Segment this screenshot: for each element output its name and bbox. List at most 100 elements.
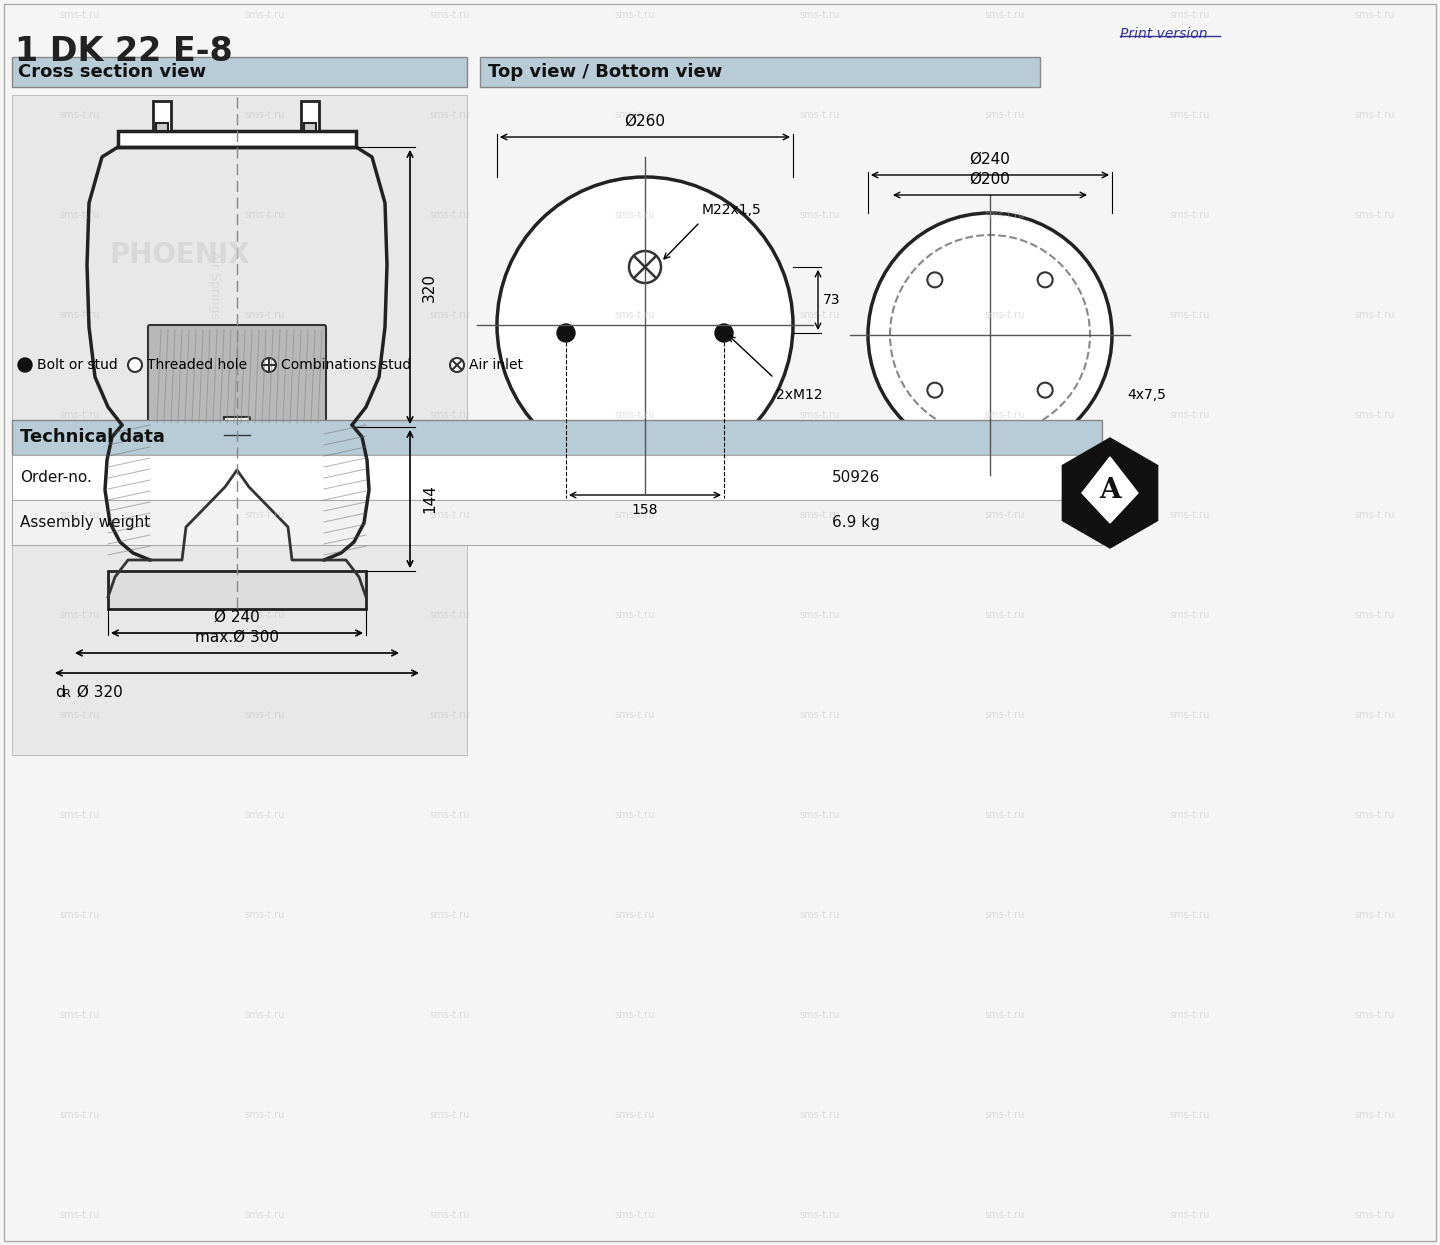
Text: sms-t.ru: sms-t.ru bbox=[429, 210, 471, 220]
Text: sms-t.ru: sms-t.ru bbox=[429, 1010, 471, 1020]
Text: sms-t.ru: sms-t.ru bbox=[429, 110, 471, 120]
Text: sms-t.ru: sms-t.ru bbox=[615, 1210, 655, 1220]
Text: sms-t.ru: sms-t.ru bbox=[799, 610, 840, 620]
Text: sms-t.ru: sms-t.ru bbox=[615, 910, 655, 920]
Text: sms-t.ru: sms-t.ru bbox=[60, 910, 101, 920]
Text: sms-t.ru: sms-t.ru bbox=[615, 510, 655, 520]
Text: sms-t.ru: sms-t.ru bbox=[1169, 510, 1210, 520]
FancyBboxPatch shape bbox=[12, 95, 467, 754]
Text: sms-t.ru: sms-t.ru bbox=[1169, 1210, 1210, 1220]
Circle shape bbox=[890, 235, 1090, 435]
Text: sms-t.ru: sms-t.ru bbox=[985, 510, 1025, 520]
Text: sms-t.ru: sms-t.ru bbox=[245, 110, 285, 120]
Circle shape bbox=[128, 359, 143, 372]
Text: sms-t.ru: sms-t.ru bbox=[1169, 110, 1210, 120]
Text: 144: 144 bbox=[422, 484, 436, 513]
Text: sms-t.ru: sms-t.ru bbox=[60, 110, 101, 120]
Text: sms-t.ru: sms-t.ru bbox=[799, 210, 840, 220]
Text: sms-t.ru: sms-t.ru bbox=[985, 410, 1025, 420]
Text: sms-t.ru: sms-t.ru bbox=[429, 1210, 471, 1220]
Text: sms-t.ru: sms-t.ru bbox=[799, 710, 840, 720]
Text: sms-t.ru: sms-t.ru bbox=[799, 10, 840, 20]
Text: sms-t.ru: sms-t.ru bbox=[245, 810, 285, 820]
FancyBboxPatch shape bbox=[225, 417, 251, 444]
Text: sms-t.ru: sms-t.ru bbox=[60, 10, 101, 20]
Text: sms-t.ru: sms-t.ru bbox=[799, 410, 840, 420]
Text: sms-t.ru: sms-t.ru bbox=[60, 510, 101, 520]
Text: sms-t.ru: sms-t.ru bbox=[615, 110, 655, 120]
Text: Cross section view: Cross section view bbox=[17, 63, 206, 81]
Text: sms-t.ru: sms-t.ru bbox=[985, 710, 1025, 720]
Text: 6.9 kg: 6.9 kg bbox=[832, 515, 880, 530]
Text: sms-t.ru: sms-t.ru bbox=[615, 810, 655, 820]
Circle shape bbox=[629, 251, 661, 283]
Text: sms-t.ru: sms-t.ru bbox=[985, 310, 1025, 320]
Text: Ø200: Ø200 bbox=[969, 172, 1011, 187]
Text: sms-t.ru: sms-t.ru bbox=[429, 310, 471, 320]
Text: Print version: Print version bbox=[1120, 27, 1208, 41]
Text: sms-t.ru: sms-t.ru bbox=[615, 410, 655, 420]
Text: Ø240: Ø240 bbox=[969, 152, 1011, 167]
FancyBboxPatch shape bbox=[148, 325, 325, 430]
Text: sms-t.ru: sms-t.ru bbox=[429, 610, 471, 620]
Text: M22x1,5: M22x1,5 bbox=[703, 203, 762, 217]
Text: sms-t.ru: sms-t.ru bbox=[1169, 410, 1210, 420]
Circle shape bbox=[17, 359, 32, 372]
Text: sms-t.ru: sms-t.ru bbox=[1169, 1111, 1210, 1120]
Text: Technical data: Technical data bbox=[20, 428, 164, 446]
Text: sms-t.ru: sms-t.ru bbox=[429, 410, 471, 420]
Text: sms-t.ru: sms-t.ru bbox=[799, 310, 840, 320]
Text: sms-t.ru: sms-t.ru bbox=[1355, 510, 1395, 520]
Polygon shape bbox=[1063, 438, 1158, 548]
Text: sms-t.ru: sms-t.ru bbox=[1355, 210, 1395, 220]
Text: Ø 320: Ø 320 bbox=[72, 685, 122, 700]
Text: d: d bbox=[55, 685, 65, 700]
Text: sms-t.ru: sms-t.ru bbox=[1355, 110, 1395, 120]
Text: sms-t.ru: sms-t.ru bbox=[615, 310, 655, 320]
FancyBboxPatch shape bbox=[118, 131, 356, 147]
Text: sms-t.ru: sms-t.ru bbox=[985, 810, 1025, 820]
Text: sms-t.ru: sms-t.ru bbox=[1355, 410, 1395, 420]
Text: sms-t.ru: sms-t.ru bbox=[1355, 710, 1395, 720]
Text: sms-t.ru: sms-t.ru bbox=[1355, 810, 1395, 820]
Text: sms-t.ru: sms-t.ru bbox=[1355, 610, 1395, 620]
Text: sms-t.ru: sms-t.ru bbox=[985, 1210, 1025, 1220]
Text: sms-t.ru: sms-t.ru bbox=[60, 310, 101, 320]
Text: sms-t.ru: sms-t.ru bbox=[245, 210, 285, 220]
Text: sms-t.ru: sms-t.ru bbox=[985, 910, 1025, 920]
Circle shape bbox=[927, 273, 942, 288]
FancyBboxPatch shape bbox=[108, 571, 366, 609]
Text: Assembly weight: Assembly weight bbox=[20, 515, 150, 530]
Text: sms-t.ru: sms-t.ru bbox=[1169, 810, 1210, 820]
Circle shape bbox=[557, 324, 575, 342]
FancyBboxPatch shape bbox=[12, 57, 467, 87]
Text: A: A bbox=[1099, 477, 1120, 503]
Circle shape bbox=[1038, 382, 1053, 397]
Text: sms-t.ru: sms-t.ru bbox=[245, 610, 285, 620]
Circle shape bbox=[1038, 273, 1053, 288]
Text: sms-t.ru: sms-t.ru bbox=[429, 910, 471, 920]
Text: sms-t.ru: sms-t.ru bbox=[429, 810, 471, 820]
Text: sms-t.ru: sms-t.ru bbox=[799, 1210, 840, 1220]
Text: Air Springs: Air Springs bbox=[209, 251, 222, 319]
Text: sms-t.ru: sms-t.ru bbox=[799, 810, 840, 820]
Text: sms-t.ru: sms-t.ru bbox=[799, 1111, 840, 1120]
FancyBboxPatch shape bbox=[156, 123, 168, 131]
Text: sms-t.ru: sms-t.ru bbox=[985, 110, 1025, 120]
Text: sms-t.ru: sms-t.ru bbox=[985, 10, 1025, 20]
Text: Air inlet: Air inlet bbox=[469, 359, 523, 372]
Text: 158: 158 bbox=[632, 503, 658, 517]
Text: sms-t.ru: sms-t.ru bbox=[1169, 310, 1210, 320]
FancyBboxPatch shape bbox=[301, 101, 320, 131]
Polygon shape bbox=[1081, 457, 1138, 523]
Text: sms-t.ru: sms-t.ru bbox=[429, 510, 471, 520]
Text: sms-t.ru: sms-t.ru bbox=[615, 1010, 655, 1020]
Text: sms-t.ru: sms-t.ru bbox=[60, 210, 101, 220]
Text: 4x7,5: 4x7,5 bbox=[1128, 388, 1166, 402]
Text: sms-t.ru: sms-t.ru bbox=[245, 310, 285, 320]
Text: sms-t.ru: sms-t.ru bbox=[245, 710, 285, 720]
Text: Ø260: Ø260 bbox=[625, 115, 665, 129]
Text: sms-t.ru: sms-t.ru bbox=[60, 810, 101, 820]
Text: sms-t.ru: sms-t.ru bbox=[429, 10, 471, 20]
Text: sms-t.ru: sms-t.ru bbox=[60, 1111, 101, 1120]
